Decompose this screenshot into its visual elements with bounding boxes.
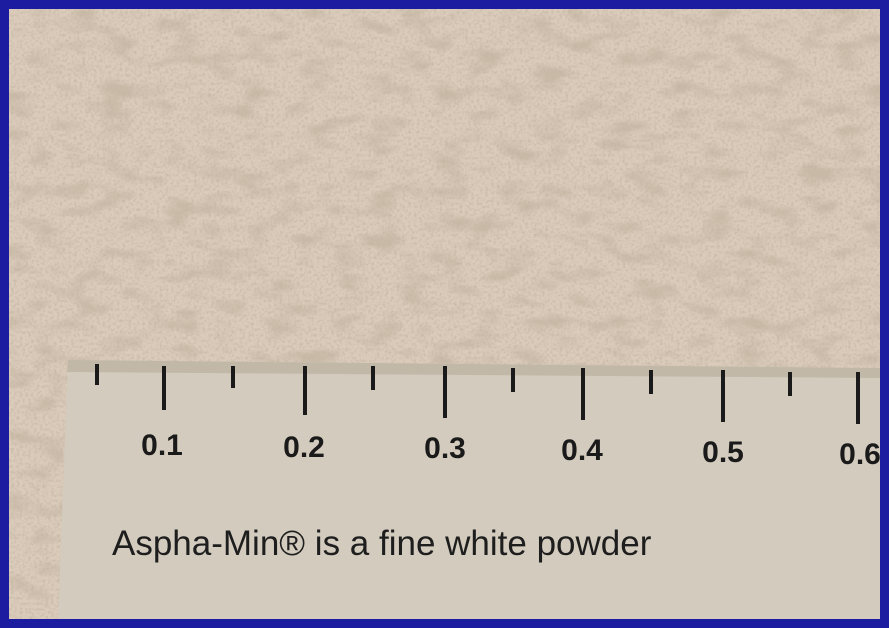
photo: 0.1 0.2 0.3 0.4 0.5 0.6 Aspha-Min® is a … [0, 0, 889, 628]
ruler-label: 0.6 [839, 438, 881, 471]
caption: Aspha-Min® is a fine white powder [112, 524, 652, 563]
ruler-label: 0.5 [702, 436, 744, 469]
ruler-label: 0.3 [424, 432, 466, 465]
ruler-label: 0.4 [561, 434, 603, 467]
ruler-label: 0.1 [141, 429, 183, 462]
ruler-label: 0.2 [283, 431, 325, 464]
ruler: 0.1 0.2 0.3 0.4 0.5 0.6 Aspha-Min® is a … [58, 360, 881, 622]
